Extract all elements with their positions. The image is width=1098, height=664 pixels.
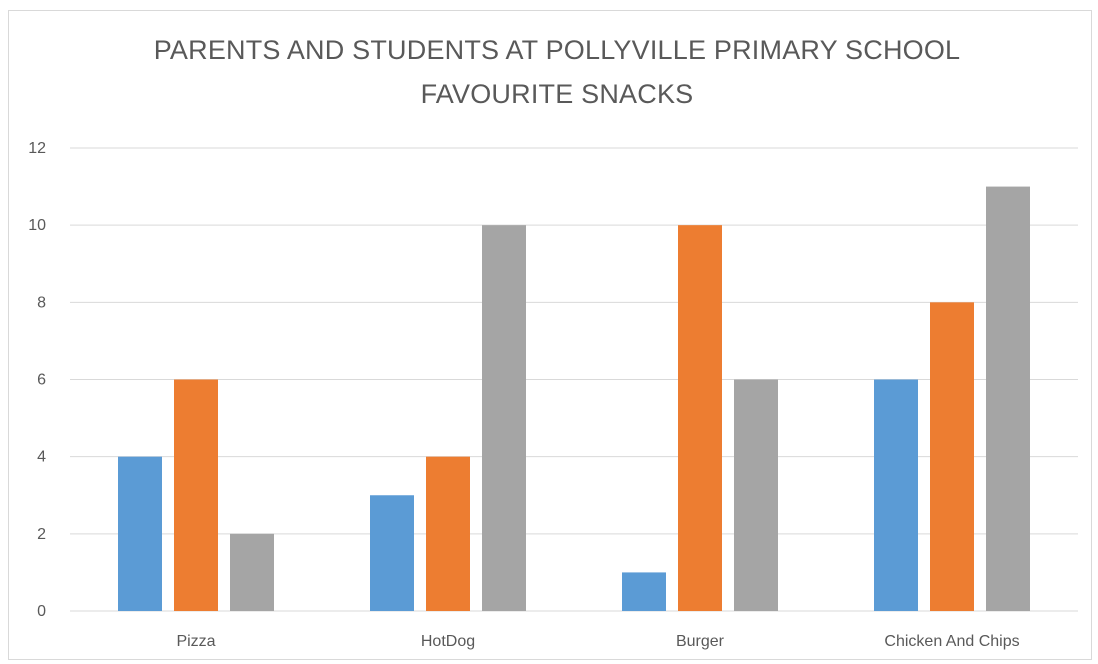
y-axis-tick-labels: 0 2 4 6 8 10 12 (28, 140, 46, 620)
y-tick-label: 6 (37, 372, 46, 389)
y-tick-label: 0 (37, 603, 46, 620)
bar-burger-series-3 (734, 379, 778, 611)
y-tick-label: 2 (37, 526, 46, 543)
y-tick-label: 10 (28, 217, 46, 234)
bar-burger-series-2 (678, 225, 722, 611)
y-tick-label: 4 (37, 449, 46, 466)
x-category-label: Burger (676, 633, 725, 650)
chart-title-line-1: PARENTS AND STUDENTS AT POLLYVILLE PRIMA… (153, 35, 961, 65)
bar-hotdog-series-1 (370, 495, 414, 611)
bar-chicken-and-chips-series-2 (930, 302, 974, 611)
x-category-label: Pizza (176, 633, 215, 650)
chart-title: PARENTS AND STUDENTS AT POLLYVILLE PRIMA… (0, 28, 1098, 116)
bar-pizza-series-2 (174, 379, 218, 611)
x-category-label: HotDog (421, 633, 475, 650)
chart-title-line-2: FAVOURITE SNACKS (420, 79, 694, 109)
bar-pizza-series-1 (118, 456, 162, 611)
bar-chicken-and-chips-series-3 (986, 186, 1030, 612)
bars (118, 186, 1030, 612)
bar-burger-series-1 (622, 572, 666, 611)
y-tick-label: 12 (28, 140, 46, 157)
gridlines (70, 147, 1078, 612)
bar-chicken-and-chips-series-1 (874, 379, 918, 611)
x-category-label: Chicken And Chips (884, 633, 1019, 650)
bar-hotdog-series-2 (426, 456, 470, 611)
bar-pizza-series-3 (230, 533, 274, 611)
x-axis-category-labels: Pizza HotDog Burger Chicken And Chips (176, 633, 1019, 650)
bar-hotdog-series-3 (482, 225, 526, 611)
y-tick-label: 8 (37, 294, 46, 311)
